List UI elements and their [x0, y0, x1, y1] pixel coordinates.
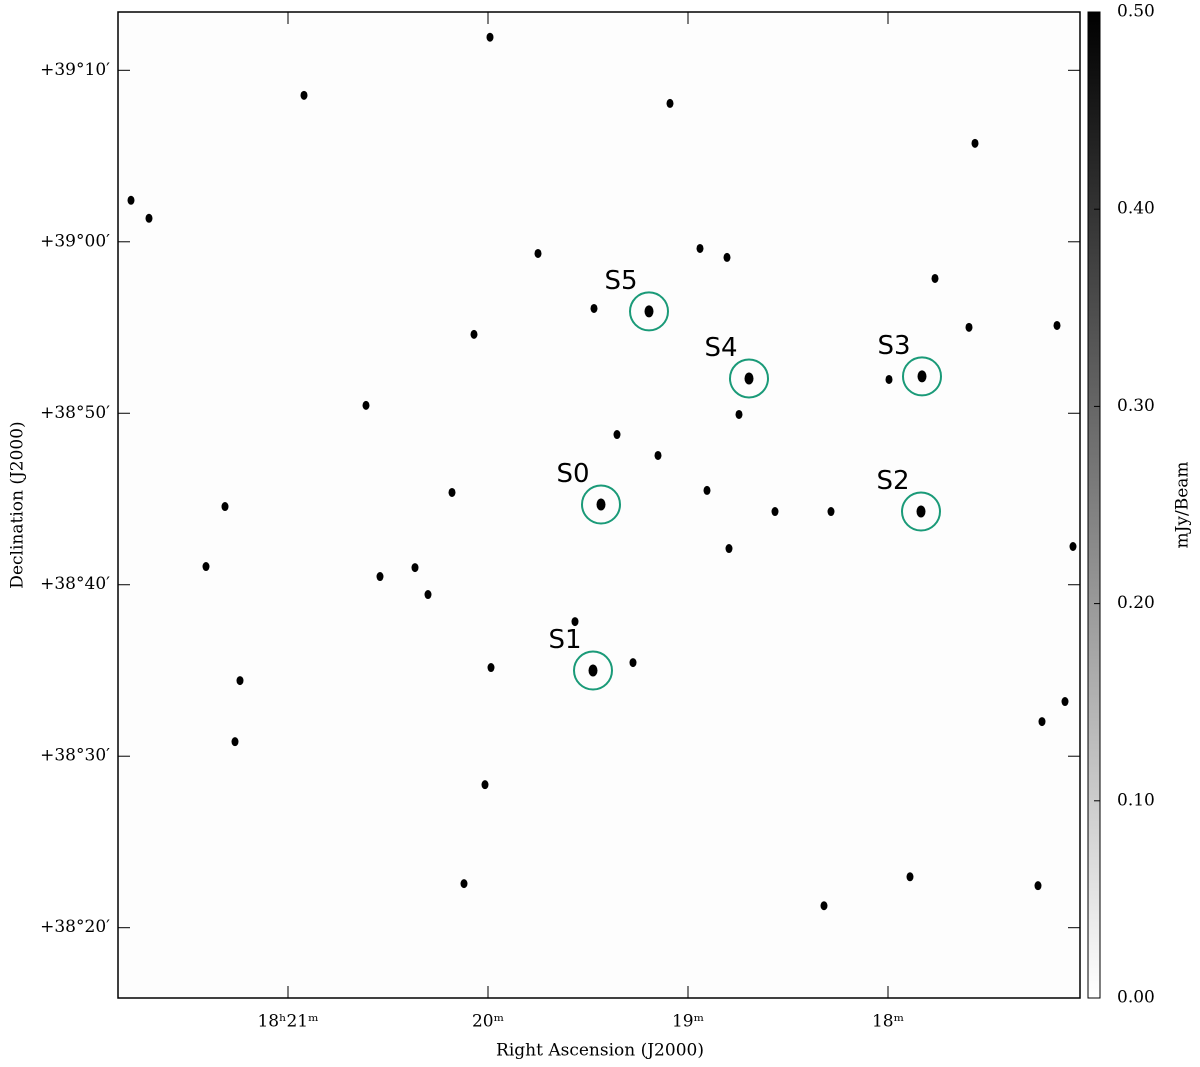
source	[411, 563, 419, 573]
source	[448, 487, 456, 497]
source	[725, 544, 733, 554]
x-tick-label: 19ᵐ	[672, 1012, 704, 1032]
source	[460, 879, 468, 889]
source	[481, 780, 489, 790]
source	[588, 664, 598, 677]
source	[1034, 881, 1042, 891]
source	[965, 322, 973, 332]
colorbar-tick-label: 0.10	[1117, 790, 1155, 810]
x-axis-label: Right Ascension (J2000)	[496, 1041, 704, 1061]
source-circle	[581, 484, 621, 525]
source-label: S2	[876, 466, 909, 496]
source	[1053, 320, 1061, 330]
source	[644, 305, 654, 318]
source	[906, 872, 914, 882]
source-label: S1	[548, 625, 581, 655]
y-tick-label: +38°40′	[40, 574, 110, 594]
source	[771, 507, 779, 517]
y-tick-label: +38°20′	[40, 917, 110, 937]
source	[221, 502, 229, 512]
source	[534, 248, 542, 258]
source	[916, 505, 926, 518]
colorbar-tick-label: 0.00	[1117, 988, 1155, 1008]
source	[917, 370, 927, 383]
source	[486, 32, 494, 42]
source-circle	[573, 650, 613, 691]
x-tick-label: 18ʰ21ᵐ	[257, 1012, 318, 1032]
source-label: S5	[604, 266, 637, 296]
source	[735, 409, 743, 419]
source	[1038, 717, 1046, 727]
source	[300, 90, 308, 100]
source	[202, 562, 210, 572]
source-circle	[901, 491, 941, 532]
source-circle	[902, 356, 942, 397]
source	[236, 676, 244, 686]
source	[1069, 541, 1077, 551]
colorbar-tick-label: 0.50	[1117, 2, 1155, 22]
source	[654, 450, 662, 460]
source-circle	[729, 358, 769, 399]
y-tick-label: +39°10′	[40, 60, 110, 80]
source	[723, 252, 731, 262]
source	[744, 372, 754, 385]
source	[470, 329, 478, 339]
colorbar-tick-label: 0.30	[1117, 396, 1155, 416]
source	[590, 303, 598, 313]
source	[487, 663, 495, 673]
source	[424, 590, 432, 600]
colorbar-tick-label: 0.20	[1117, 593, 1155, 613]
source	[145, 213, 153, 223]
x-tick-label: 20ᵐ	[472, 1012, 504, 1032]
source	[629, 658, 637, 668]
y-tick-label: +38°30′	[40, 746, 110, 766]
y-tick-label: +39°00′	[40, 231, 110, 251]
source	[696, 243, 704, 253]
source	[596, 498, 606, 511]
source	[971, 138, 979, 148]
source	[231, 737, 239, 747]
source	[1061, 697, 1069, 707]
source	[885, 374, 893, 384]
y-tick-label: +38°50′	[40, 403, 110, 423]
source-label: S0	[556, 459, 589, 489]
source	[362, 400, 370, 410]
x-tick-label: 18ᵐ	[872, 1012, 904, 1032]
source	[931, 273, 939, 283]
source	[571, 617, 579, 627]
source	[666, 98, 674, 108]
colorbar	[1087, 11, 1101, 999]
source	[820, 901, 828, 911]
source-label: S3	[877, 331, 910, 361]
y-axis-label: Declination (J2000)	[8, 421, 28, 588]
source	[827, 507, 835, 517]
colorbar-label: mJy/Beam	[1173, 461, 1193, 548]
colorbar-tick-label: 0.40	[1117, 199, 1155, 219]
source	[376, 572, 384, 582]
source-label: S4	[704, 333, 737, 363]
source-circle	[629, 291, 669, 332]
source	[127, 195, 135, 205]
source	[613, 430, 621, 440]
source	[703, 485, 711, 495]
